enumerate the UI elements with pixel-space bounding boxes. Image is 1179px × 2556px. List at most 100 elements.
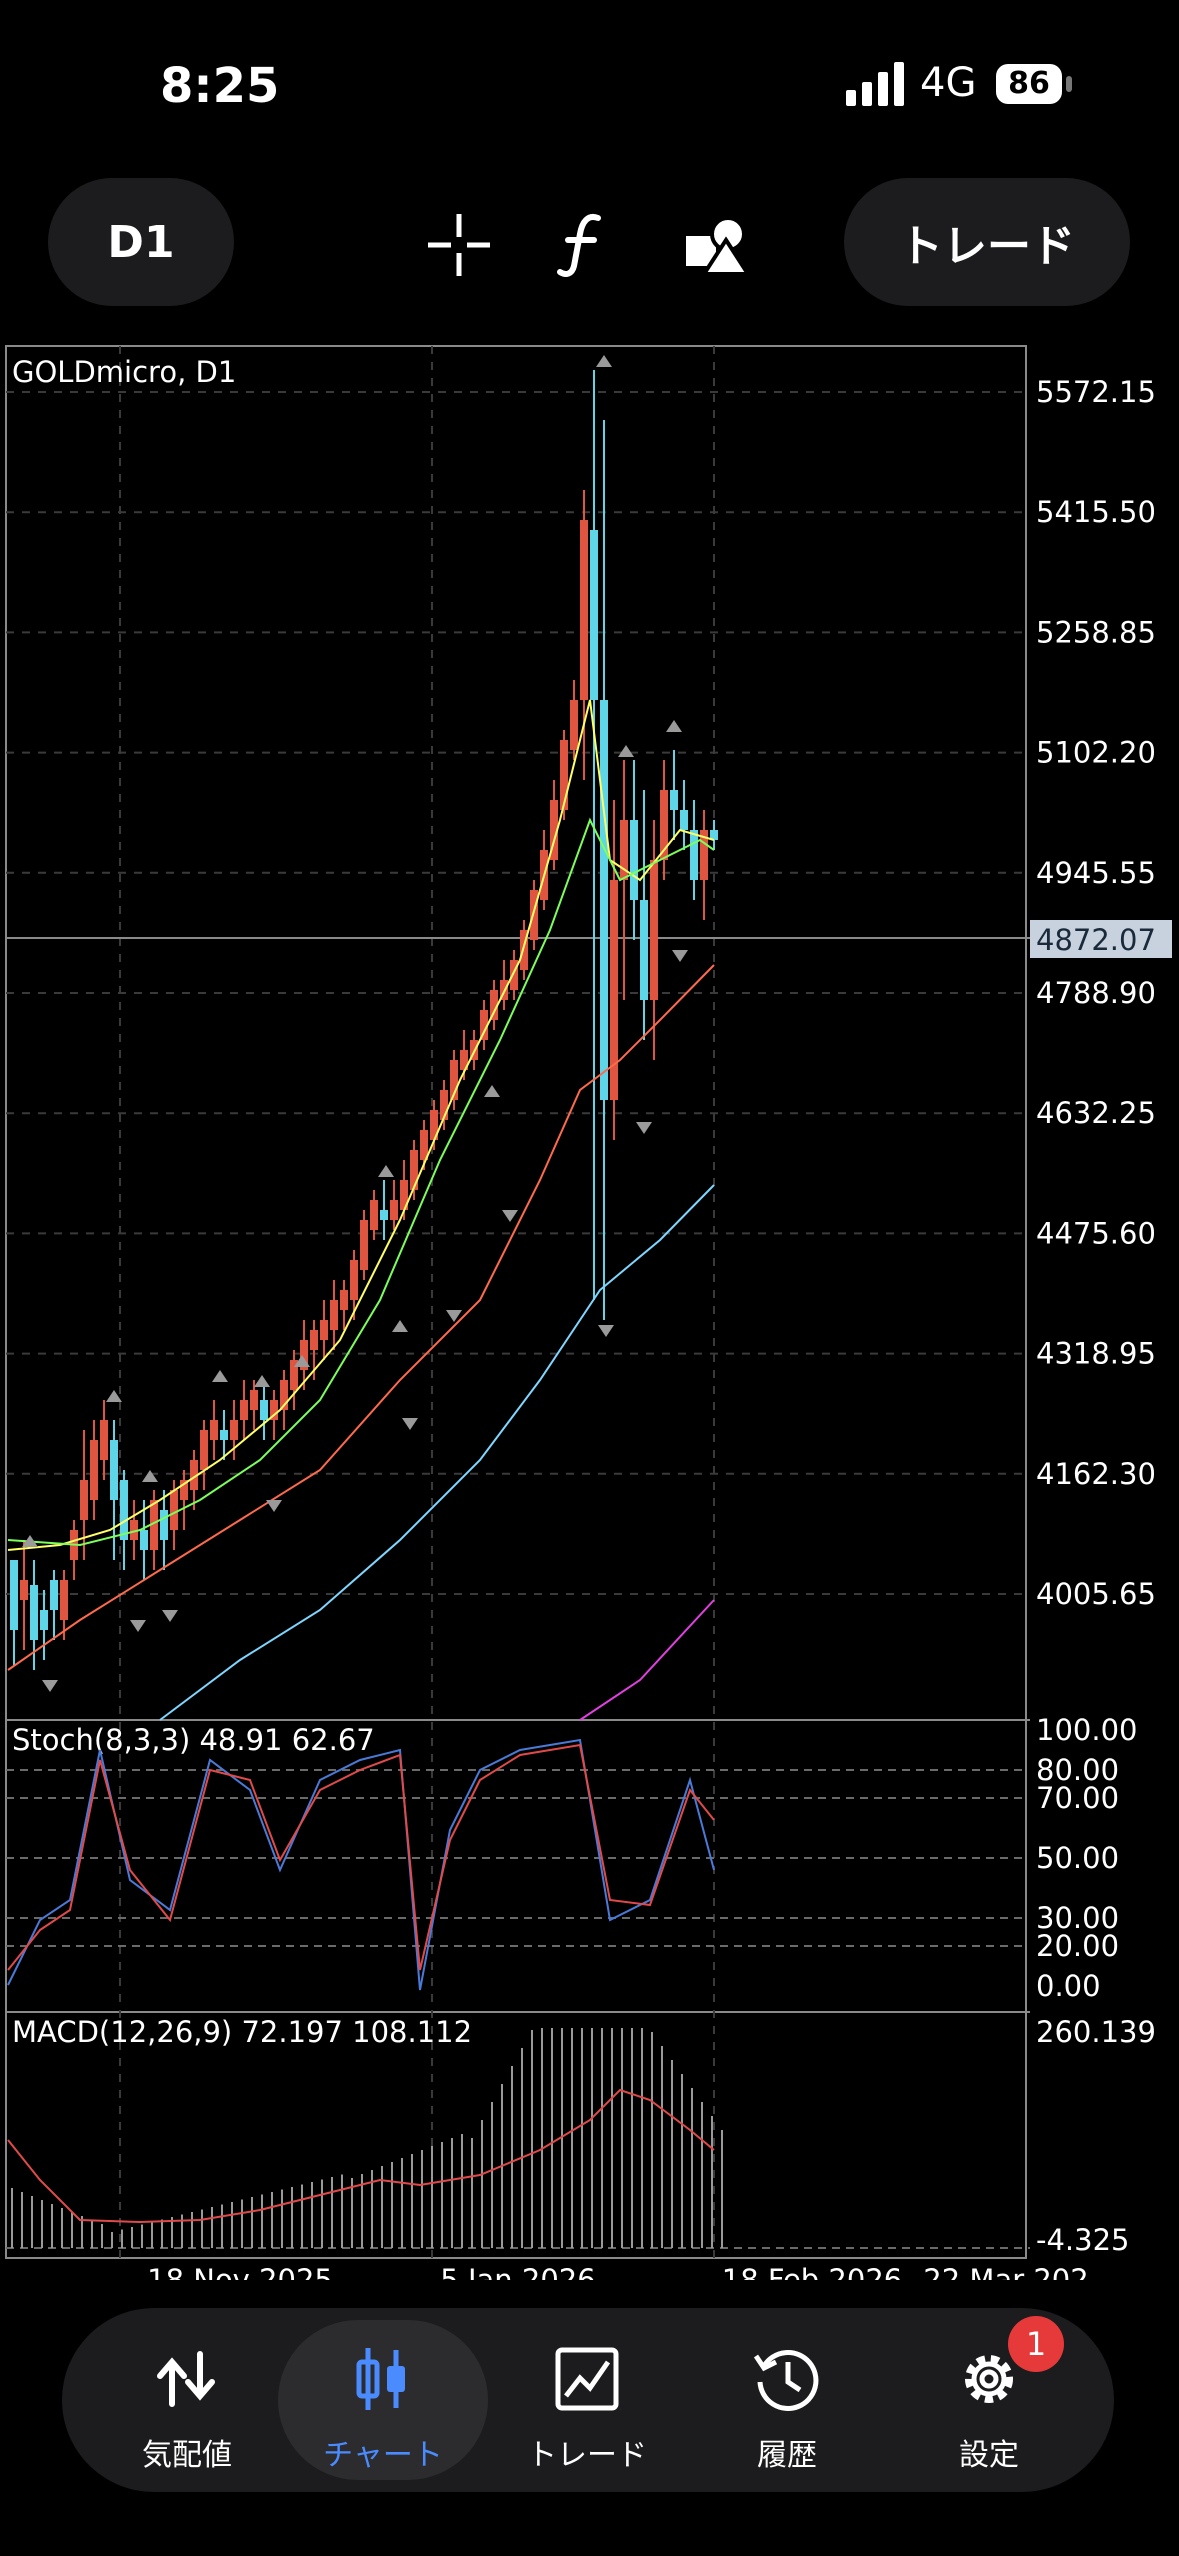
price-label: 5415.50 <box>1036 495 1156 529</box>
fractal-down <box>162 1610 178 1622</box>
candle-body <box>660 790 668 860</box>
price-label: 5102.20 <box>1036 736 1156 770</box>
bottom-tab-bar: 気配値 チャート トレード 履歴 設定 1 <box>62 2308 1114 2492</box>
fractal-up <box>254 1375 270 1387</box>
tab-history[interactable]: 履歴 <box>682 2308 892 2492</box>
candle-body <box>700 830 708 880</box>
candle-body <box>10 1560 18 1630</box>
fractal-down <box>446 1310 462 1322</box>
candle-body <box>290 1360 298 1390</box>
chart-frame <box>5 345 1027 2259</box>
timeframe-button[interactable]: D1 <box>48 178 234 306</box>
candle-body <box>310 1330 318 1350</box>
fractal-up <box>484 1085 500 1097</box>
candle-body <box>690 830 698 880</box>
candle-body <box>680 810 688 830</box>
tab-settings[interactable]: 設定 1 <box>884 2308 1094 2492</box>
tab-trade[interactable]: トレード <box>482 2308 692 2492</box>
current-price-box <box>1030 920 1172 958</box>
candle-body <box>160 1510 168 1540</box>
objects-shapes-icon[interactable] <box>682 210 752 280</box>
candle-body <box>610 880 618 1100</box>
candle-body <box>710 830 718 840</box>
candle-body <box>20 1580 28 1600</box>
trade-button[interactable]: トレード <box>844 178 1130 306</box>
quotes-arrows-icon <box>157 2351 215 2407</box>
fractal-up <box>212 1370 228 1382</box>
ma-fast-line <box>7 699 715 1551</box>
candle-body <box>360 1220 368 1270</box>
candle-body <box>650 860 658 1000</box>
candle-body <box>560 740 568 810</box>
price-label: 4632.25 <box>1036 1096 1156 1130</box>
stoch-signal-line <box>7 1743 715 1971</box>
macd-bottom-label: -4.325 <box>1036 2223 1130 2257</box>
date-label: 22 Mar 202 <box>923 2263 1088 2280</box>
price-label: 5258.85 <box>1036 615 1156 649</box>
fractal-up <box>666 720 682 732</box>
candle-body <box>370 1200 378 1230</box>
settings-gear-icon <box>965 2355 1013 2403</box>
price-label: 4005.65 <box>1036 1577 1156 1611</box>
tab-quotes[interactable]: 気配値 <box>82 2308 292 2492</box>
status-time: 8:25 <box>160 58 280 114</box>
candle-body <box>230 1420 238 1440</box>
stoch-level-label: 0.00 <box>1036 1969 1101 2003</box>
candle-body <box>390 1200 398 1220</box>
network-type: 4G <box>920 60 977 106</box>
candle-body <box>250 1390 258 1410</box>
date-label: 18 Feb 2026 <box>722 2263 903 2280</box>
fractal-up <box>22 1535 38 1547</box>
candle-body <box>150 1500 158 1550</box>
macd-top-label: 260.139 <box>1036 2015 1156 2049</box>
stoch-level-label: 50.00 <box>1036 1841 1119 1875</box>
stoch-label: Stoch(8,3,3) 48.91 62.67 <box>12 1723 375 1757</box>
fractal-up <box>106 1390 122 1402</box>
candle-body <box>590 530 598 700</box>
candle-body <box>190 1460 198 1490</box>
candle-body <box>100 1420 108 1460</box>
candle-body <box>550 800 558 860</box>
indicators-function-icon[interactable] <box>550 210 620 280</box>
candle-body <box>460 1050 468 1070</box>
fractal-up <box>392 1320 408 1332</box>
candle-body <box>330 1300 338 1330</box>
candle-body <box>520 930 528 970</box>
fractal-down <box>402 1418 418 1430</box>
fractal-down <box>130 1620 146 1632</box>
candle-body <box>40 1610 48 1630</box>
fractal-up <box>294 1355 310 1367</box>
chart-symbol-title: GOLDmicro, D1 <box>12 355 236 389</box>
candle-body <box>200 1430 208 1470</box>
date-label: 5 Jan 2026 <box>440 2263 595 2280</box>
candle-body <box>140 1530 148 1550</box>
tab-history-label: 履歴 <box>757 2438 817 2473</box>
current-price-label: 4872.07 <box>1036 923 1156 957</box>
crosshair-icon[interactable] <box>424 210 494 280</box>
battery-icon: 86 <box>996 64 1062 104</box>
candle-body <box>300 1340 308 1370</box>
candle-body <box>490 990 498 1020</box>
candle-body <box>320 1320 328 1340</box>
candle-body <box>630 820 638 900</box>
fractal-up <box>142 1470 158 1482</box>
candle-body <box>620 820 628 880</box>
price-label: 4162.30 <box>1036 1457 1156 1491</box>
fractal-down <box>266 1500 282 1512</box>
tab-trade-label: トレード <box>527 2438 647 2473</box>
candle-body <box>600 700 608 1100</box>
price-chart[interactable]: 5572.15 5415.50 5258.85 5102.20 4945.55 4788.… <box>0 340 1179 2280</box>
price-label: 4318.95 <box>1036 1337 1156 1371</box>
stoch-main-line <box>7 1738 715 1991</box>
candle-body <box>240 1400 248 1420</box>
candle-body <box>400 1180 408 1210</box>
candle-body <box>510 960 518 990</box>
price-label: 4788.90 <box>1036 976 1156 1010</box>
candle-body <box>580 520 588 700</box>
candle-body <box>430 1110 438 1140</box>
ma-mid-line <box>7 817 715 1547</box>
tab-chart[interactable]: チャート <box>278 2320 488 2480</box>
date-label: 18 Nov 2025 <box>147 2263 333 2280</box>
candle-body <box>570 700 578 750</box>
candle-body <box>50 1580 58 1610</box>
